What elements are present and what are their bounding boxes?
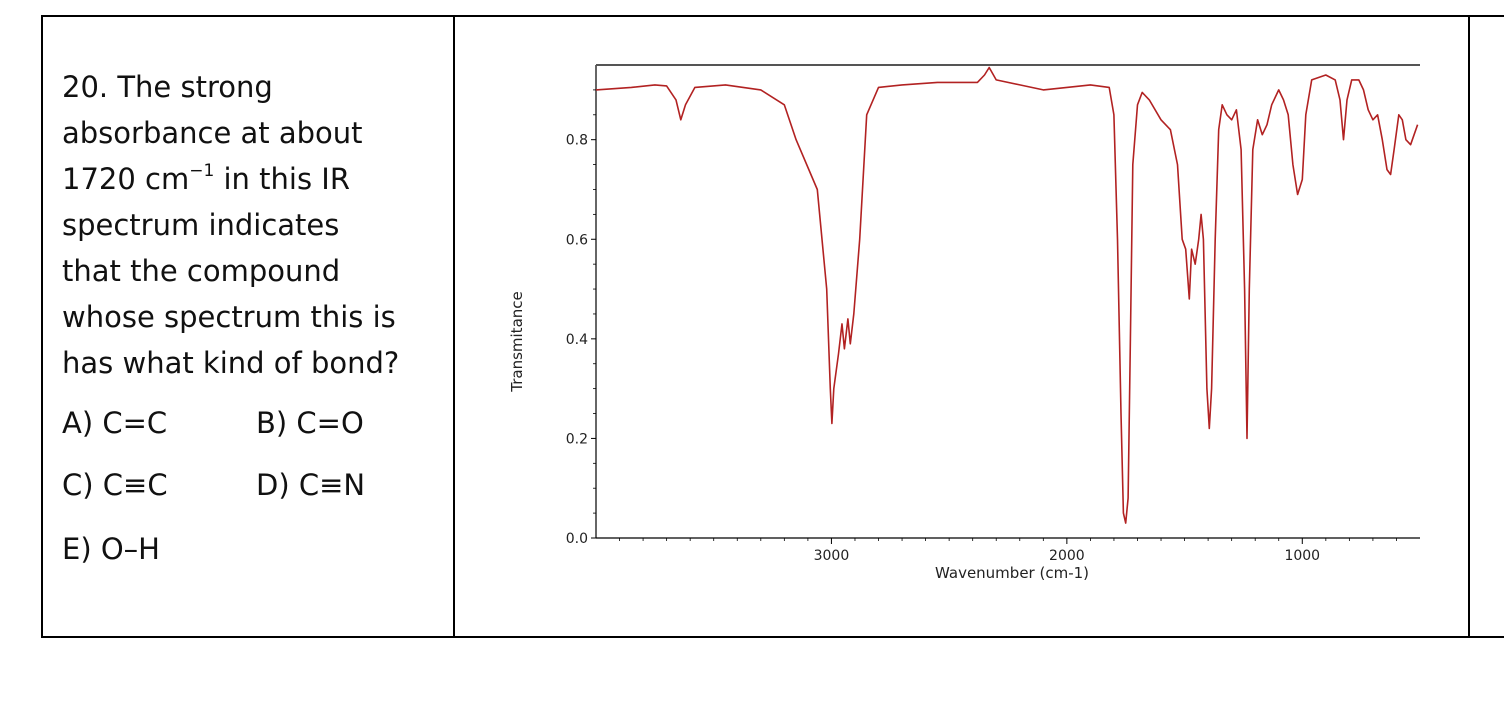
x-tick-label: 1000: [1284, 548, 1320, 564]
stem-line-suffix: in this IR: [214, 162, 350, 196]
unit-superscript: −1: [189, 161, 215, 182]
table-border-bottom: [41, 636, 1504, 638]
option-d[interactable]: D) C≡N: [256, 468, 366, 502]
table-border-right: [1468, 15, 1470, 638]
stem-line: whose spectrum this is: [62, 300, 396, 334]
option-a[interactable]: A) C=C: [62, 406, 168, 440]
stem-line: absorbance at about: [62, 116, 363, 150]
x-axis-label: Wavenumber (cm-1): [935, 564, 1089, 582]
table-border-left: [41, 15, 43, 638]
stem-line: 20. The strong: [62, 70, 273, 104]
y-axis-label: Transmitance: [508, 291, 526, 392]
options-row: A) C=C B) C=O: [62, 400, 442, 446]
y-tick-label: 0.6: [566, 232, 588, 248]
y-tick-label: 0.2: [566, 431, 588, 447]
stem-line: has what kind of bond?: [62, 346, 400, 380]
spectrum-line: [595, 66, 1419, 524]
x-tick-label: 3000: [814, 548, 850, 564]
option-b[interactable]: B) C=O: [256, 406, 364, 440]
table-border-top: [41, 15, 1504, 17]
options-row: E) O–H: [62, 526, 442, 572]
stem-line-with-unit: 1720 cm−1 in this IR: [62, 156, 442, 202]
table-border-middle: [453, 15, 455, 638]
ir-spectrum-chart: 0.0 0.2 0.4 0.6 0.8 3000 2000 1000 Wavenumber (c…: [508, 64, 1420, 582]
y-tick-label: 0.8: [566, 133, 588, 149]
y-tick-label: 0.4: [566, 332, 588, 348]
y-tick-label: 0.0: [566, 531, 588, 547]
option-e[interactable]: E) O–H: [62, 532, 160, 566]
unit-text: 1720 cm: [62, 162, 190, 196]
stem-line: spectrum indicates: [62, 208, 340, 242]
stem-line: that the compound: [62, 254, 341, 288]
x-tick-label: 2000: [1049, 548, 1085, 564]
question-block: 20. The strong absorbance at about 1720 …: [62, 64, 442, 572]
option-c[interactable]: C) C≡C: [62, 468, 168, 502]
question-stem: 20. The strong absorbance at about 1720 …: [62, 64, 442, 386]
options-row: C) C≡C D) C≡N: [62, 462, 442, 508]
